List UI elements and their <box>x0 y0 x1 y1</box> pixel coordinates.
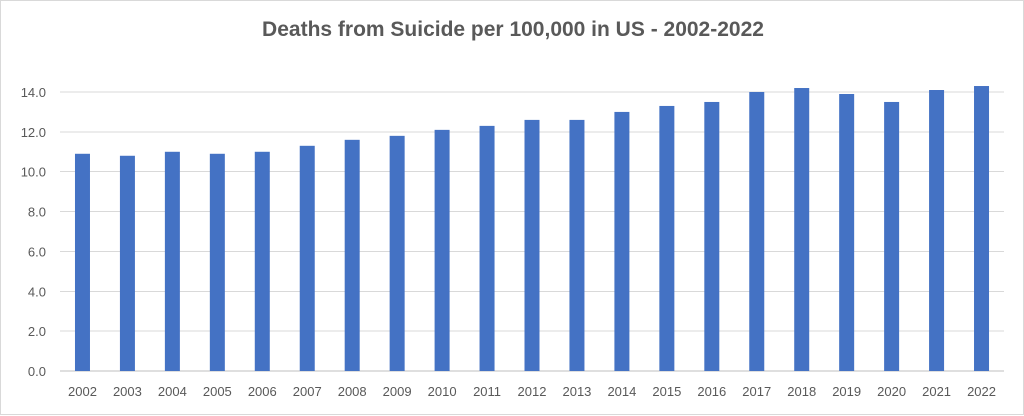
y-tick-label: 4.0 <box>28 284 46 299</box>
chart-title: Deaths from Suicide per 100,000 in US - … <box>262 18 764 41</box>
x-tick-label: 2019 <box>832 384 861 399</box>
x-tick-label: 2002 <box>68 384 97 399</box>
x-tick-label: 2008 <box>338 384 367 399</box>
bar-2014 <box>614 111 630 371</box>
y-tick-label: 0.0 <box>28 364 46 379</box>
y-tick-label: 10.0 <box>21 165 46 180</box>
bar-2012 <box>524 119 540 372</box>
y-tick-label: 2.0 <box>28 324 46 339</box>
x-tick-label: 2012 <box>518 384 547 399</box>
bar-2022 <box>974 86 990 372</box>
x-tick-label: 2020 <box>877 384 906 399</box>
y-axis-tick-labels: 0.0 2.0 4.0 6.0 8.0 10.0 12.0 14.0 <box>21 85 46 379</box>
y-tick-label: 8.0 <box>28 205 46 220</box>
bar-2018 <box>794 88 810 371</box>
bar-2016 <box>704 101 720 371</box>
x-tick-label: 2017 <box>742 384 771 399</box>
x-tick-label: 2018 <box>787 384 816 399</box>
bar-2011 <box>479 125 495 371</box>
x-tick-label: 2009 <box>383 384 412 399</box>
x-tick-label: 2013 <box>562 384 591 399</box>
bar-2015 <box>659 105 675 371</box>
bar-2010 <box>434 129 450 371</box>
bar-2008 <box>344 139 360 371</box>
x-tick-label: 2010 <box>428 384 457 399</box>
x-tick-label: 2016 <box>697 384 726 399</box>
bar-2005 <box>209 153 225 371</box>
y-tick-label: 14.0 <box>21 85 46 100</box>
y-tick-label: 12.0 <box>21 125 46 140</box>
bar-2013 <box>569 119 585 372</box>
bar-2003 <box>119 155 135 371</box>
x-tick-label: 2003 <box>113 384 142 399</box>
x-tick-label: 2007 <box>293 384 322 399</box>
x-tick-label: 2006 <box>248 384 277 399</box>
x-tick-label: 2021 <box>922 384 951 399</box>
bar-2006 <box>254 151 270 371</box>
bar-2004 <box>164 151 180 371</box>
y-tick-label: 6.0 <box>28 244 46 259</box>
bar-2020 <box>884 101 900 371</box>
x-axis-tick-labels: 2002 2003 2004 2005 2006 2007 2008 2009 2010 2011… <box>68 384 996 399</box>
bar-2019 <box>839 93 855 371</box>
bar-2021 <box>929 90 945 371</box>
x-tick-label: 2022 <box>967 384 996 399</box>
x-tick-label: 2015 <box>652 384 681 399</box>
x-tick-label: 2005 <box>203 384 232 399</box>
bar-2017 <box>749 92 765 371</box>
bars <box>74 86 990 372</box>
bar-2007 <box>299 145 315 371</box>
x-tick-label: 2014 <box>607 384 636 399</box>
bar-2002 <box>74 153 90 371</box>
x-tick-label: 2011 <box>473 384 501 399</box>
x-tick-label: 2004 <box>158 384 187 399</box>
bar-2009 <box>389 135 405 371</box>
